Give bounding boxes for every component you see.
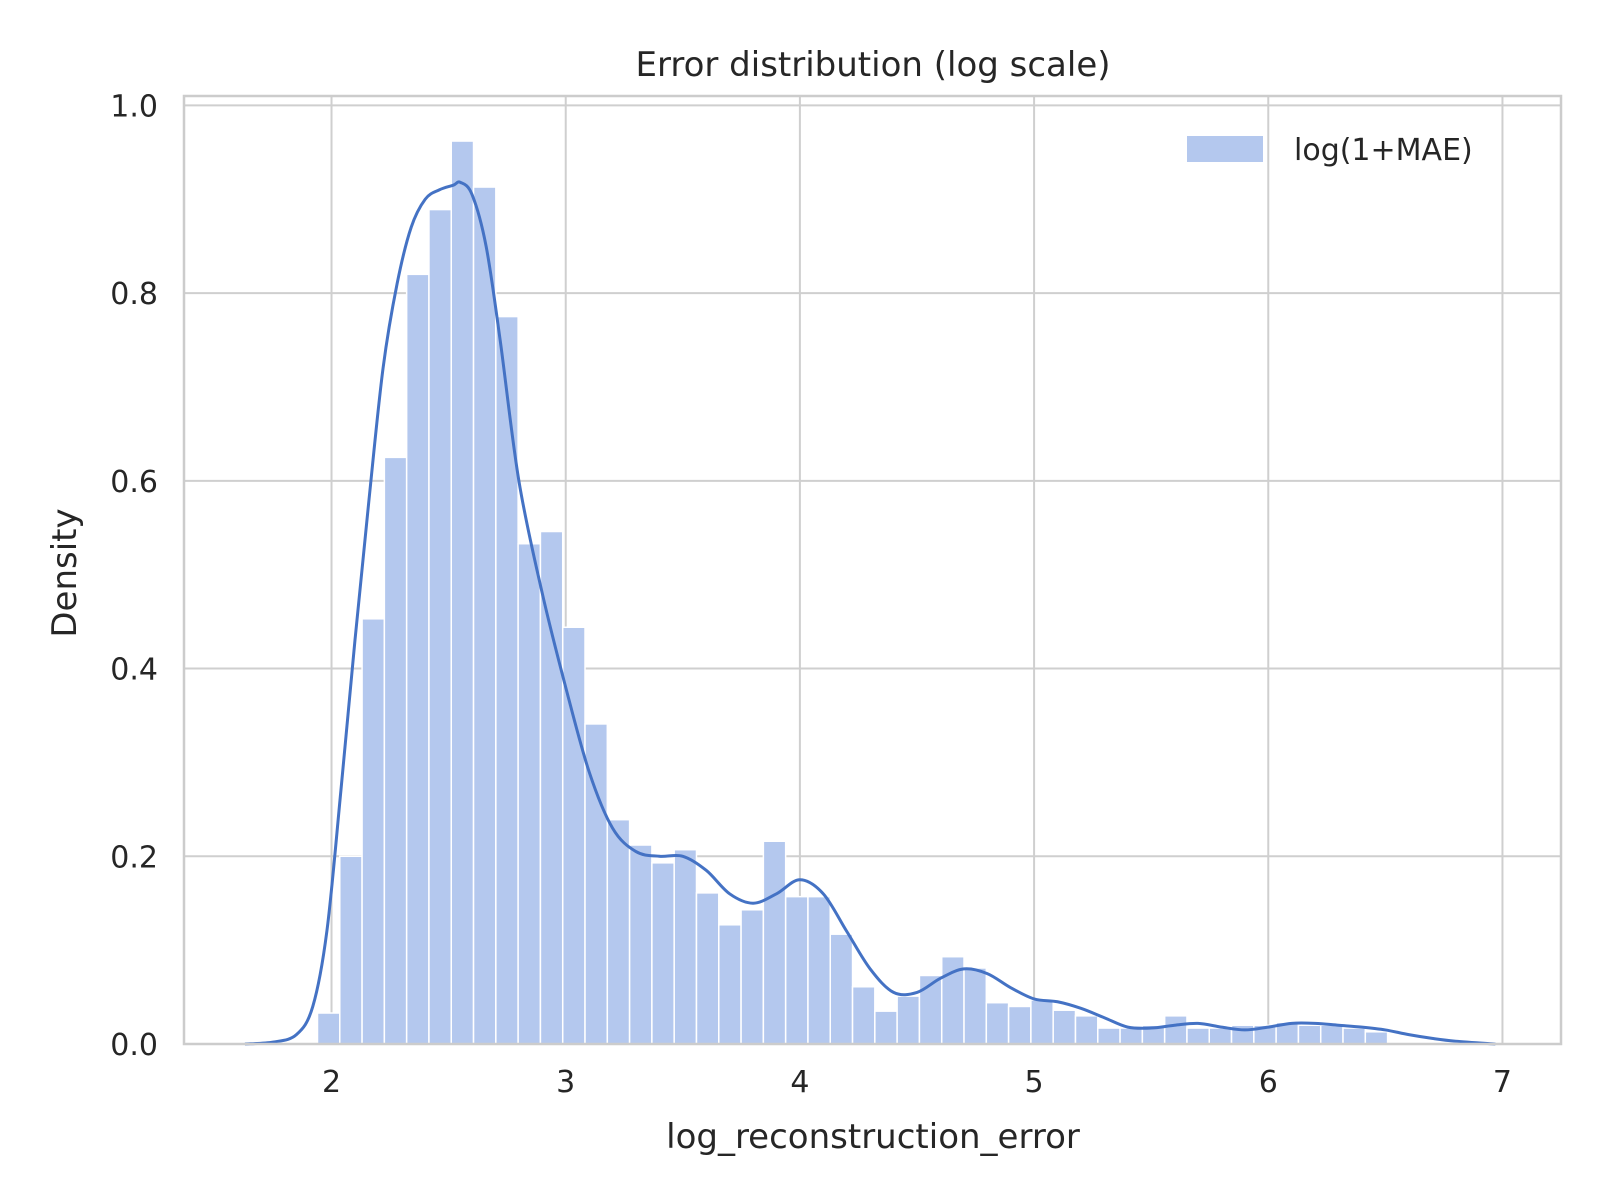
histogram-bar [405, 273, 430, 1045]
histogram-bar [1163, 1015, 1188, 1045]
x-axis-label: log_reconstruction_error [666, 1117, 1080, 1157]
y-tick-label: 0.4 [110, 653, 158, 688]
histogram-bar [517, 542, 542, 1045]
histogram-bar [896, 995, 921, 1045]
kde-curve-layer [244, 180, 1496, 1046]
histogram-bar [1007, 1005, 1032, 1045]
histogram-bar [1186, 1027, 1211, 1045]
x-tick-label: 4 [790, 1065, 809, 1100]
histogram-bar [673, 848, 698, 1045]
histogram-bar [874, 1010, 898, 1045]
histogram-bar [963, 967, 988, 1045]
histogram-bar [606, 818, 631, 1045]
histogram-bars [316, 140, 1389, 1045]
histogram-bar [851, 985, 876, 1045]
histogram-bar [1208, 1027, 1233, 1045]
histogram-bar [740, 909, 765, 1045]
y-tick-label: 1.0 [110, 89, 158, 124]
histogram-bar [985, 1001, 1010, 1045]
legend-label: log(1+MAE) [1294, 133, 1473, 168]
histogram-bar [1030, 999, 1054, 1045]
kde-line [244, 180, 1496, 1046]
y-tick-label: 0.2 [110, 840, 158, 875]
x-tick-label: 3 [556, 1065, 575, 1100]
histogram-bar [1342, 1027, 1367, 1045]
histogram-bar [539, 530, 564, 1045]
histogram-bar [450, 140, 475, 1045]
histogram-bar [784, 895, 809, 1045]
histogram-bar [718, 924, 742, 1045]
chart-title: Error distribution (log scale) [635, 45, 1110, 85]
legend-swatch [1187, 136, 1263, 162]
histogram-bar [495, 315, 519, 1045]
histogram-bar [316, 1012, 341, 1045]
x-tick-label: 6 [1259, 1065, 1278, 1100]
histogram-bar [472, 186, 497, 1045]
histogram-bar [695, 892, 720, 1045]
histogram-bar [428, 208, 453, 1045]
histogram-bar [339, 855, 363, 1045]
histogram-bar [1097, 1027, 1121, 1045]
histogram-bar [651, 862, 675, 1045]
y-tick-label: 0.0 [110, 1028, 158, 1063]
histogram-bar [1052, 1009, 1077, 1045]
histogram-bar [1297, 1024, 1322, 1045]
x-tick-labels: 2 3 4 5 6 7 [322, 1065, 1512, 1100]
histogram-bar [383, 456, 408, 1045]
histogram-bar [829, 933, 854, 1045]
histogram-bar [1074, 1015, 1099, 1045]
histogram-bar [1364, 1031, 1389, 1045]
histogram-bar [762, 840, 787, 1045]
histogram-bar [1319, 1024, 1344, 1045]
y-axis-label: Density [45, 508, 85, 637]
histogram-bar [628, 844, 653, 1045]
y-tick-label: 0.6 [110, 465, 158, 500]
y-tick-labels: 0.0 0.2 0.4 0.6 0.8 1.0 [110, 89, 158, 1063]
histogram-bar [361, 618, 386, 1045]
plot-frame [182, 94, 1563, 1046]
x-tick-label: 5 [1025, 1065, 1044, 1100]
legend: log(1+MAE) [1187, 133, 1473, 168]
x-tick-label: 2 [322, 1065, 341, 1100]
histogram-bar [1119, 1027, 1144, 1045]
x-tick-label: 7 [1493, 1065, 1512, 1100]
y-tick-label: 0.8 [110, 277, 158, 312]
histogram-bar [807, 895, 832, 1045]
